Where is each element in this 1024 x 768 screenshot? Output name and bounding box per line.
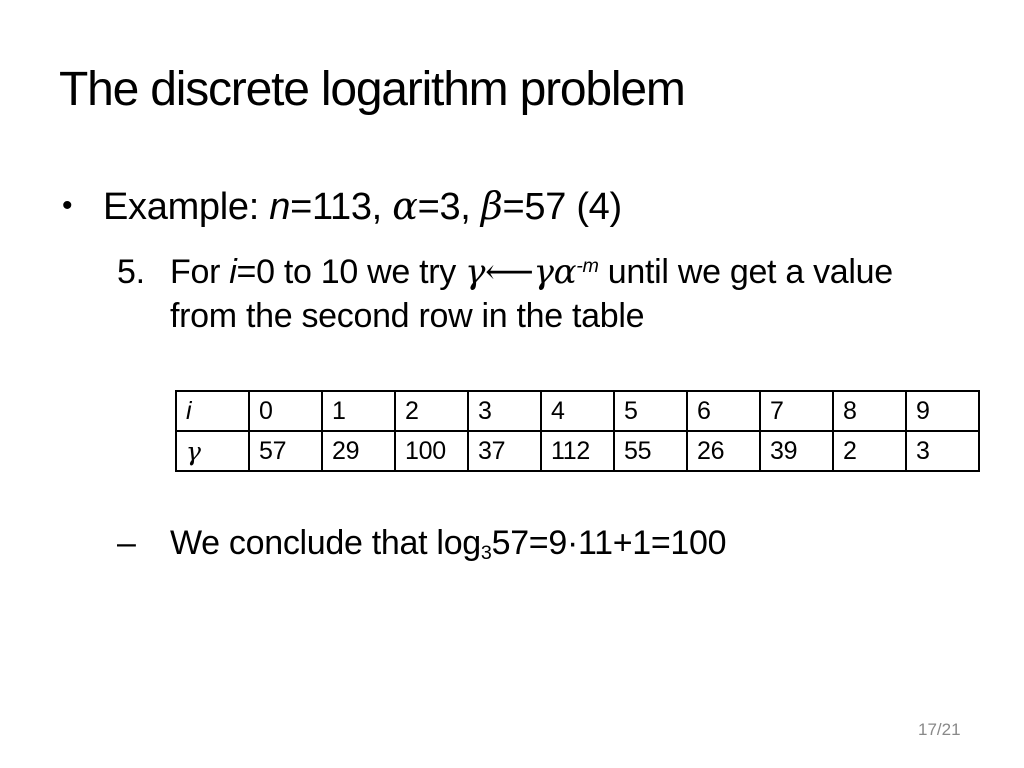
table-cell: 37 — [467, 430, 542, 472]
step-seg-until: until we get a value — [598, 253, 893, 291]
page-number: 17/21 — [918, 720, 961, 739]
table-row-i: i 0 1 2 3 4 5 6 7 8 9 — [175, 390, 980, 432]
table-cell: i — [175, 390, 250, 432]
conclusion-seg-before: We conclude that log — [170, 524, 481, 562]
table-cell: 3 — [467, 390, 542, 432]
table-cell: 2 — [394, 390, 469, 432]
table-cell: 9 — [905, 390, 980, 432]
table-cell: 3 — [905, 430, 980, 472]
table-cell: 7 — [759, 390, 834, 432]
table-cell: 100 — [394, 430, 469, 472]
table-cell: 0 — [248, 390, 323, 432]
alpha-symbol: α — [392, 184, 418, 228]
beta-symbol: β — [480, 184, 503, 228]
conclusion-seg-after: 57=9·11+1=100 — [491, 524, 727, 562]
table-cell: 4 — [540, 390, 615, 432]
iteration-table: i 0 1 2 3 4 5 6 7 8 9 γ 57 29 100 37 112… — [175, 390, 980, 472]
dash-marker: – — [117, 524, 136, 562]
conclusion-line: – We conclude that log357=9·11+1=100 — [117, 524, 727, 565]
bullet-marker: • — [62, 189, 73, 222]
table-cell: 1 — [321, 390, 396, 432]
example-bullet-line: • Example: n=113, α=3, β=57 (4) — [62, 184, 622, 229]
step-5-line: 5. For i=0 to 10 we try γ⟵γα-m until we … — [117, 251, 960, 338]
step-number: 5. — [117, 253, 145, 291]
slide-title: The discrete logarithm problem — [59, 63, 686, 116]
log-base: 3 — [480, 541, 492, 564]
table-cell: γ — [175, 430, 250, 472]
table-cell: 112 — [540, 430, 615, 472]
step-line-2: from the second row in the table — [170, 296, 645, 335]
table-cell: 2 — [832, 430, 907, 472]
formula-exponent: -m — [576, 255, 599, 278]
example-seg-beta: =57 (4) — [502, 186, 623, 228]
table-cell: 5 — [613, 390, 688, 432]
table-cell: 57 — [248, 430, 323, 472]
example-prefix: Example: — [103, 186, 270, 228]
gamma-assignment-formula: γ⟵γα — [465, 252, 577, 292]
conclusion-text: We conclude that log357=9·11+1=100 — [170, 524, 727, 565]
step-var-i: i — [229, 253, 237, 291]
step-seg-for: For — [170, 253, 230, 291]
table-cell: 29 — [321, 430, 396, 472]
example-var-n: n — [269, 186, 291, 228]
example-seg-n: =113, — [290, 186, 393, 228]
step-5-text: For i=0 to 10 we try γ⟵γα-m until we get… — [170, 251, 960, 338]
table-cell: 55 — [613, 430, 688, 472]
table-cell: 6 — [686, 390, 761, 432]
example-text: Example: n=113, α=3, β=57 (4) — [103, 184, 622, 229]
table-cell: 26 — [686, 430, 761, 472]
table-cell: 8 — [832, 390, 907, 432]
example-seg-alpha: =3, — [417, 186, 481, 228]
table-row-gamma: γ 57 29 100 37 112 55 26 39 2 3 — [175, 430, 980, 472]
step-seg-range: =0 to 10 we try — [236, 253, 466, 291]
table-cell: 39 — [759, 430, 834, 472]
